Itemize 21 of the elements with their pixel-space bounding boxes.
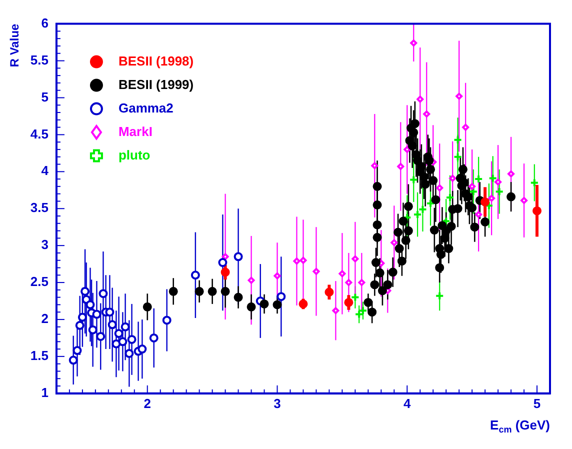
legend-label: pluto: [118, 147, 150, 162]
y-tick-label: 5.5: [30, 52, 48, 68]
y-tick-label: 3.5: [30, 200, 48, 216]
legend-label: MarkI: [118, 124, 152, 139]
y-tick-label: 2: [41, 311, 48, 326]
legend-label: BESII (1999): [118, 76, 194, 92]
y-tick-label: 5: [41, 89, 48, 104]
legend-label: Gamma2: [118, 100, 174, 116]
x-tick-label: 2: [144, 396, 151, 411]
x-tick-label: 5: [533, 396, 541, 411]
y-axis-title: R Value: [8, 23, 22, 68]
y-tick-label: 1.5: [30, 348, 48, 364]
y-tick-label: 6: [41, 15, 48, 30]
y-tick-label: 1: [41, 384, 48, 400]
x-tick-label: 4: [404, 396, 412, 411]
y-tick-label: 4.5: [30, 126, 48, 142]
y-tick-label: 3: [41, 237, 48, 252]
y-tick-label: 4: [41, 163, 50, 178]
y-tick-label: 2.5: [30, 274, 48, 290]
x-tick-label: 3: [274, 396, 281, 411]
legend-label: BESII (1998): [118, 53, 194, 68]
